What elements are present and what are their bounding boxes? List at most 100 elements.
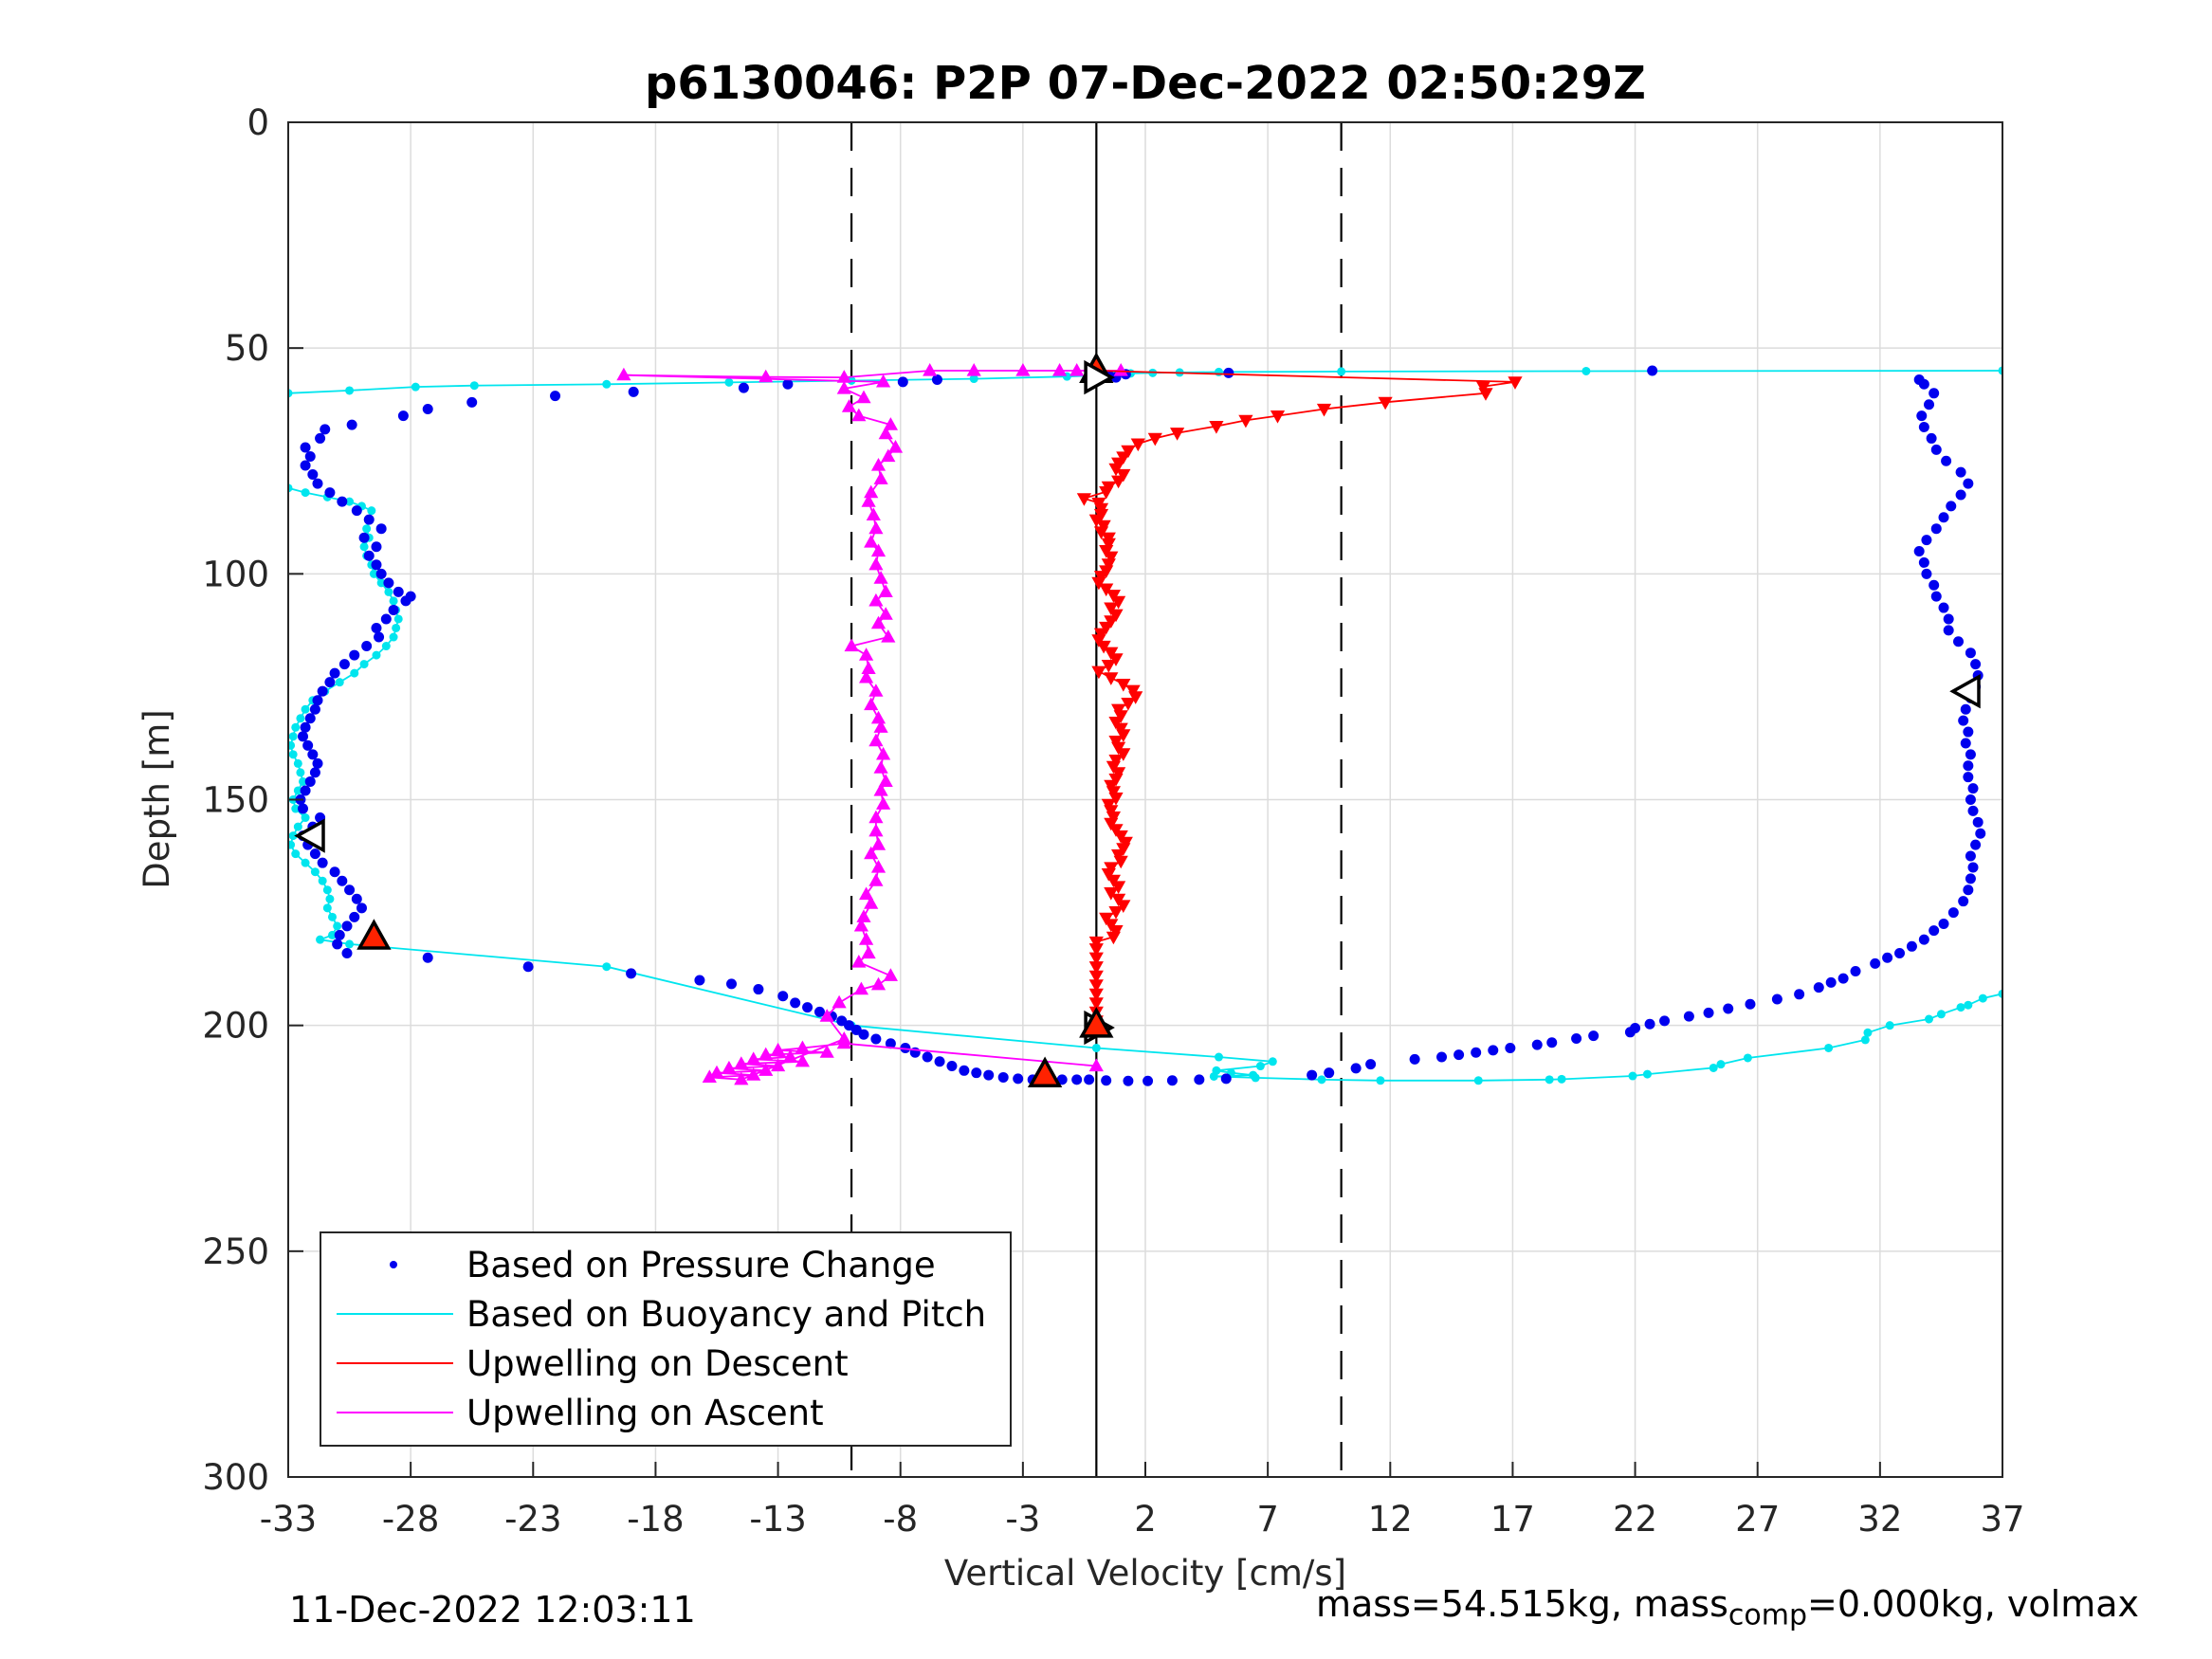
- data-point: [327, 912, 337, 921]
- data-point: [1106, 931, 1121, 945]
- data-point: [327, 930, 337, 939]
- data-point: [873, 471, 888, 484]
- data-point: [878, 584, 893, 597]
- footer-timestamp: 11-Dec-2022 12:03:11: [289, 1589, 696, 1631]
- data-point: [344, 884, 356, 896]
- data-point: [349, 911, 360, 922]
- data-point: [1015, 363, 1031, 376]
- data-point: [1128, 691, 1143, 704]
- data-point: [746, 1051, 761, 1065]
- data-point: [1930, 591, 1942, 602]
- data-point: [1924, 399, 1935, 410]
- data-point: [329, 667, 340, 679]
- data-point: [1475, 381, 1490, 394]
- data-point: [296, 714, 305, 723]
- data-point: [724, 377, 734, 387]
- data-point: [300, 785, 311, 796]
- data-point: [324, 677, 336, 688]
- data-point: [870, 615, 887, 629]
- data-point: [411, 382, 420, 392]
- data-point: [369, 569, 378, 578]
- data-point: [819, 1045, 834, 1058]
- data-point: [1970, 839, 1982, 850]
- data-point: [868, 556, 884, 571]
- series-layer: [288, 363, 2002, 1086]
- data-point: [312, 757, 323, 769]
- data-point: [1925, 1014, 1934, 1024]
- data-point: [859, 932, 874, 945]
- data-point: [1099, 486, 1114, 500]
- data-point: [288, 389, 293, 398]
- y-tick-labels: 0 50 100 150 200 250 300: [202, 102, 303, 1498]
- data-point: [384, 587, 393, 596]
- legend-label: Based on Pressure Change: [466, 1245, 936, 1285]
- data-point: [309, 848, 320, 860]
- data-point: [1104, 887, 1119, 901]
- data-point: [1084, 1074, 1095, 1085]
- data-point: [312, 478, 323, 489]
- data-point: [1104, 672, 1119, 685]
- data-point: [1972, 816, 1983, 828]
- data-point: [1104, 602, 1119, 616]
- data-point: [1970, 659, 1982, 670]
- data-point: [1916, 410, 1928, 422]
- data-point: [1505, 1042, 1516, 1053]
- data-point: [293, 786, 302, 795]
- data-point: [771, 1058, 786, 1072]
- data-point: [300, 721, 311, 733]
- event-marker: [1027, 1056, 1063, 1088]
- data-point: [351, 505, 362, 517]
- data-point: [320, 424, 331, 435]
- data-point: [1882, 952, 1893, 963]
- x-tick-label: 17: [1490, 1499, 1535, 1540]
- x-tick-label: -8: [883, 1499, 918, 1540]
- data-point: [1147, 432, 1162, 447]
- data-point: [1099, 583, 1114, 597]
- data-point: [338, 659, 350, 670]
- data-point: [959, 1065, 970, 1076]
- data-point: [1116, 748, 1131, 761]
- data-point: [873, 783, 888, 796]
- x-tick-label: 12: [1368, 1499, 1413, 1540]
- data-point: [383, 577, 394, 589]
- data-point: [1946, 501, 1957, 512]
- data-point: [1111, 475, 1126, 489]
- footer-mass-subscript: comp: [1728, 1598, 1808, 1632]
- data-point: [1921, 535, 1932, 546]
- data-point: [341, 921, 353, 932]
- data-point: [858, 1029, 869, 1040]
- data-point: [853, 918, 868, 932]
- data-point: [1863, 1028, 1873, 1037]
- data-point: [392, 623, 401, 632]
- x-tick-label: -33: [260, 1499, 317, 1540]
- data-point: [790, 997, 801, 1009]
- data-point: [1546, 1037, 1558, 1048]
- data-point: [293, 822, 302, 831]
- data-point: [335, 678, 344, 687]
- data-point: [298, 776, 307, 786]
- data-point: [878, 774, 893, 787]
- series-based-on-buoyancy-and-pitch: [288, 366, 2002, 1085]
- x-tick-label: 7: [1256, 1499, 1279, 1540]
- data-point: [883, 968, 898, 981]
- data-point: [873, 571, 888, 584]
- x-tick-label: 2: [1134, 1499, 1157, 1540]
- x-tick-labels: -33 -28 -23 -18 -13 -8 -3 2 7 12 17 22 27 32 37: [260, 1462, 2025, 1540]
- data-point: [722, 1060, 737, 1074]
- legend-swatch: [390, 1261, 397, 1268]
- data-point: [1926, 432, 1937, 444]
- data-point: [393, 586, 404, 597]
- data-point: [859, 669, 874, 684]
- data-point: [1088, 514, 1104, 528]
- data-point: [1088, 1058, 1104, 1072]
- data-point: [1093, 526, 1109, 539]
- data-point: [1941, 455, 1952, 466]
- data-point: [371, 622, 382, 633]
- data-point: [1963, 760, 1974, 772]
- data-point: [709, 1065, 724, 1079]
- data-point: [946, 1061, 958, 1072]
- data-point: [782, 378, 794, 390]
- data-point: [325, 894, 335, 903]
- data-point: [356, 902, 367, 914]
